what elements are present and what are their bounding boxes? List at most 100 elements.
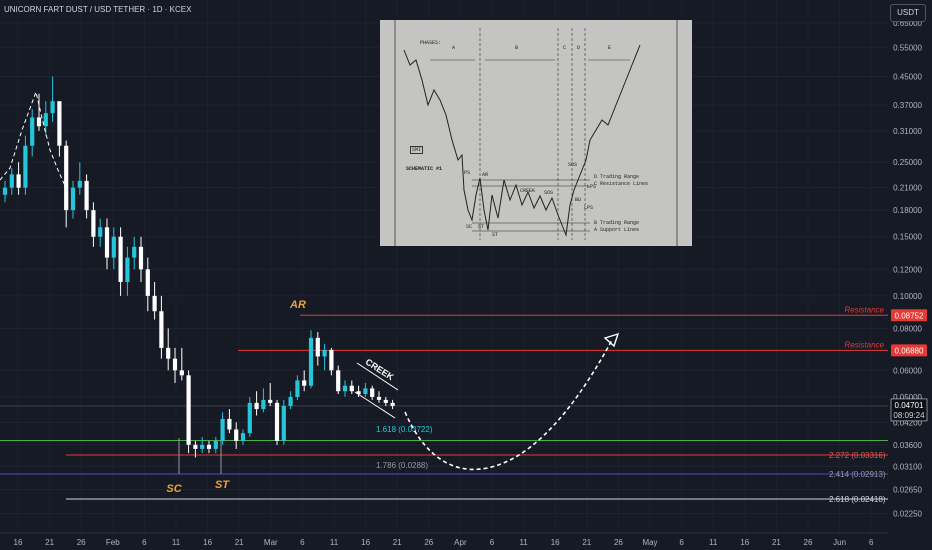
candle-body [315,337,320,357]
bar-countdown: 08:09:24 [893,411,925,420]
x-tick-label: 11 [172,538,181,547]
candle-body [268,399,273,403]
schematic-label-a: A Support Lines [594,227,640,233]
candle-body [43,113,48,127]
candle-body [200,444,205,449]
currency-button[interactable]: USDT [890,4,926,22]
fib-label-1618: 1.618 (0.03722) [376,425,433,434]
phase-c-label: C [563,45,567,51]
y-tick-label: 0.15000 [893,233,922,242]
phase-a-label: A [452,45,456,51]
candle-body [342,385,348,392]
creek-channel-lower [354,391,396,419]
symbol-title: UNICORN FART DUST / USD TETHER · 1D · KC… [4,5,192,14]
x-tick-label: Mar [264,538,278,547]
annotation-creek: CREEK [364,357,396,383]
candle-body [36,117,42,127]
candle-body [261,399,266,410]
candle-body [166,347,171,359]
time-axis[interactable]: 16 21 26 Feb 6 11 16 21 Mar 6 11 16 21 26 Apr 6 11 16 21 26… [0,532,888,547]
candle-body [336,370,341,392]
x-tick-label: 21 [45,538,54,547]
candle-body [234,429,239,441]
candle-body [274,402,280,441]
candle-body [281,405,286,441]
candle-body [145,269,150,296]
candle-body [64,145,69,211]
x-tick-label: 11 [709,538,718,547]
candle-body [118,236,123,282]
y-tick-label: 0.03100 [893,463,922,472]
x-tick-label: 6 [869,538,874,547]
x-tick-label: 6 [142,538,147,547]
candle-body [383,399,388,403]
x-tick-label: 16 [361,538,370,547]
x-tick-label: 16 [551,538,560,547]
candle-body [132,246,137,258]
candle-body [329,349,334,371]
x-tick-label: 21 [582,538,591,547]
y-tick-label: 0.03600 [893,441,922,450]
x-tick-label: Feb [106,538,120,547]
x-tick-label: Jun [833,538,846,547]
candle-body [390,402,395,406]
candle-body [152,295,157,312]
candle-body [2,187,8,195]
candle-body [254,402,259,410]
candle-body [98,227,103,237]
y-tick-label: 0.65000 [893,19,922,28]
candle-body [356,391,361,395]
candle-body [159,311,164,348]
resistance-price-tag-lower [891,344,927,357]
x-tick-label: 26 [424,538,433,547]
dashed-trend-sketch [0,90,67,189]
price-axis[interactable]: 0.65000 0.55000 0.45000 0.37000 0.31000 0.250… [888,0,932,550]
candle-body [220,418,225,441]
y-tick-label: 0.21000 [893,184,922,193]
candle-body [186,375,191,445]
y-tick-label: 0.10000 [893,292,922,301]
schematic-label-b: B Trading Range [594,220,640,226]
x-tick-label: 11 [519,538,528,547]
x-tick-label: 21 [393,538,402,547]
y-tick-label: 0.02650 [893,486,922,495]
candle-body [16,174,21,188]
chart-grid [0,0,888,533]
candle-body [70,187,76,211]
schematic-point-bu: BU [575,197,582,203]
y-tick-label: 0.45000 [893,73,922,82]
candle-body [138,246,144,270]
projection-arrow-head [603,332,620,348]
phase-d-label: D [577,45,581,51]
phase-e-label: E [608,45,612,51]
y-tick-label: 0.55000 [893,43,922,52]
candle-body [213,440,218,449]
y-tick-label: 0.25000 [893,158,922,167]
annotation-st: ST [215,479,230,491]
x-tick-label: 26 [77,538,86,547]
schematic-point-lps: LPS [587,184,597,190]
schematic-point-st-2: ST [492,232,499,238]
schematic-point-creek: CREEK [520,188,536,194]
x-tick-label: 6 [679,538,684,547]
resistance-price-upper: 0.08752 [895,311,924,320]
candle-body [363,388,368,395]
x-tick-label: 21 [772,538,781,547]
schematic-point-st: ST [478,224,485,230]
resistance-label-upper: Resistance [844,305,884,314]
candle-body [240,433,246,441]
schematic-label-c: C Resistance Lines [594,181,649,187]
candle-body [376,396,382,400]
candle-body [172,358,178,371]
x-tick-label: 16 [14,538,23,547]
x-tick-label: 6 [490,538,495,547]
candle-body [84,180,89,211]
y-tick-label: 0.12000 [893,265,922,274]
schematic-drawing [394,20,678,246]
annotation-sc: SC [166,483,182,495]
x-tick-label: 11 [330,538,339,547]
x-tick-label: 16 [203,538,212,547]
projection-arrow-path [404,339,613,471]
candlestick-series [2,76,395,458]
